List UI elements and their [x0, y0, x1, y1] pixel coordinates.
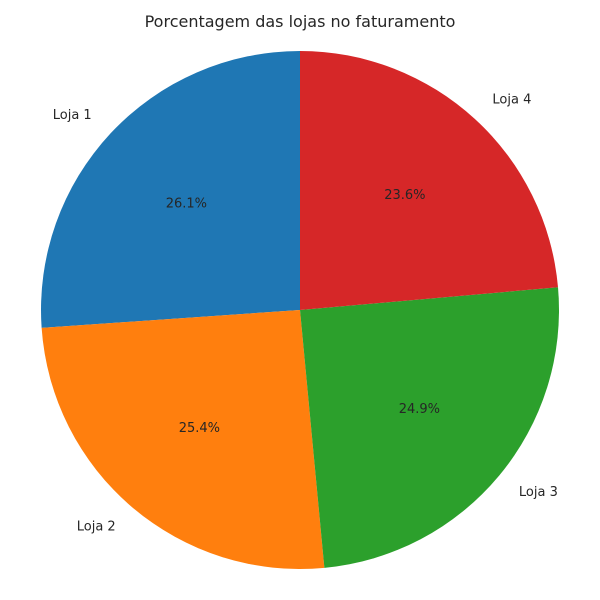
pie-slice-4 [300, 51, 558, 310]
slice-category-label: Loja 1 [53, 108, 92, 123]
slice-percent-label: 25.4% [179, 421, 220, 436]
slice-category-label: Loja 4 [492, 92, 531, 107]
pie-slice-2 [41, 310, 325, 569]
slice-percent-label: 26.1% [166, 197, 207, 212]
slice-percent-label: 23.6% [384, 188, 425, 203]
slice-category-label: Loja 3 [519, 485, 558, 500]
pie-labels: 26.1% Loja 1 25.4% Loja 2 24.9% Loja 3 23.6% Lo… [53, 92, 558, 534]
slice-category-label: Loja 2 [77, 520, 116, 535]
chart-title: Porcentagem das lojas no faturamento [145, 12, 456, 31]
slice-percent-label: 24.9% [399, 402, 440, 417]
pie-slice-1 [41, 51, 300, 328]
pie-slices [41, 51, 560, 569]
pie-slice-3 [300, 287, 560, 568]
